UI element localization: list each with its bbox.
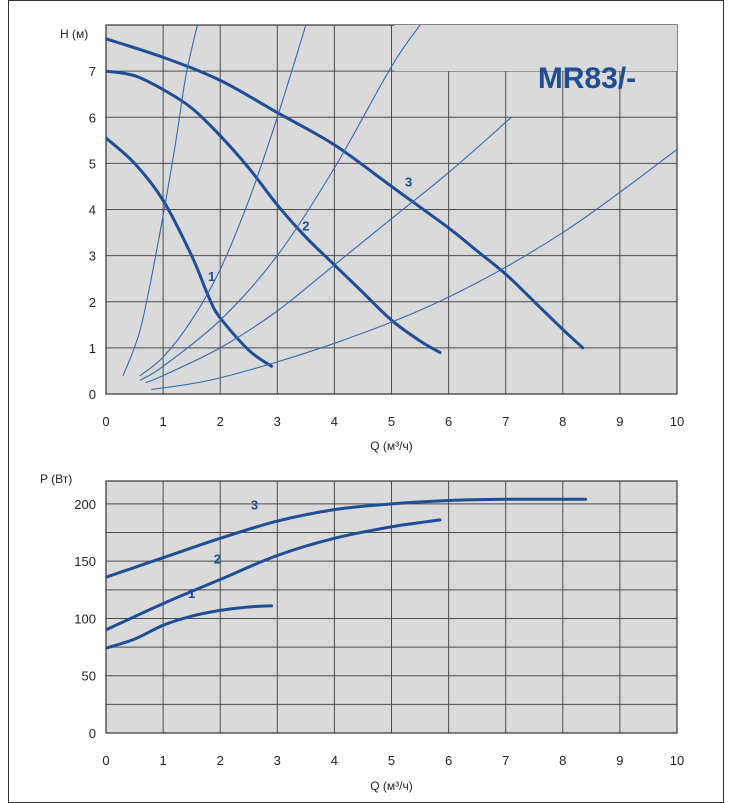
x-tick-label: 3 [274, 414, 281, 429]
x-tick-label: 1 [159, 753, 166, 768]
y-tick-label: 3 [89, 249, 96, 264]
x-tick-label: 6 [445, 414, 452, 429]
system-curve-line [139, 25, 307, 377]
pump-curve-line-3 [106, 497, 588, 579]
x-tick-label: 5 [388, 753, 395, 768]
x-tick-label: 0 [102, 414, 109, 429]
curves [106, 497, 588, 650]
pump-curve-line-3 [106, 37, 585, 350]
y-tick-label: 7 [89, 64, 96, 79]
x-tick-label: 6 [445, 753, 452, 768]
curve-label-1: 1 [208, 269, 215, 284]
curve-label-2: 2 [302, 218, 309, 233]
x-tick-label: 4 [331, 414, 338, 429]
pump-curve-line-2 [106, 69, 442, 354]
y-tick-label: 4 [89, 203, 96, 218]
y-tick-label: 50 [82, 669, 96, 684]
y-tick-label: 0 [89, 726, 96, 741]
system-curve-line [139, 25, 421, 381]
system-curve-line [145, 116, 512, 384]
x-tick-label: 1 [159, 414, 166, 429]
head-chart: MR83/- 0 1 2 3 4 5 6 7 8 9 10 0 1 2 3 4 5 6 7 H (м) Q (м³/ч) 1… [60, 24, 684, 453]
x-tick-label: 7 [502, 753, 509, 768]
system-curve-line [151, 148, 677, 390]
x-tick-label: 10 [670, 414, 684, 429]
y-tick-label: 100 [74, 611, 96, 626]
y-tick-label: 150 [74, 554, 96, 569]
x-tick-label: 8 [559, 414, 566, 429]
x-tick-label: 7 [502, 414, 509, 429]
pump-curve-line-2 [106, 518, 442, 632]
x-tick-label: 4 [331, 753, 338, 768]
y-tick-label: 2 [89, 295, 96, 310]
curve-label-2: 2 [214, 551, 221, 566]
chart-title: MR83/- [538, 62, 636, 95]
x-tick-label: 8 [559, 753, 566, 768]
y-tick-label: 1 [89, 341, 96, 356]
y-axis-label: P (Вт) [40, 472, 72, 486]
curve-label-3: 3 [251, 498, 258, 513]
x-tick-label: 3 [274, 753, 281, 768]
x-tick-label: 10 [670, 753, 684, 768]
y-tick-label: 6 [89, 110, 96, 125]
title-box [394, 25, 677, 72]
y-tick-label: 200 [74, 497, 96, 512]
system-curve-line [122, 25, 198, 377]
plot-border [105, 480, 678, 734]
x-axis-label: Q (м³/ч) [370, 439, 413, 453]
pump-curve-line-1 [106, 604, 274, 650]
plot-border [105, 24, 678, 395]
grid [106, 25, 677, 394]
y-tick-label: 5 [89, 156, 96, 171]
grid [106, 481, 677, 733]
x-tick-label: 9 [616, 414, 623, 429]
x-tick-label: 2 [217, 753, 224, 768]
x-tick-label: 2 [217, 414, 224, 429]
x-tick-label: 0 [102, 753, 109, 768]
curves [106, 25, 677, 390]
x-tick-label: 5 [388, 414, 395, 429]
curve-label-1: 1 [188, 586, 195, 601]
curve-label-3: 3 [405, 174, 412, 189]
pump-curve-line-1 [106, 136, 274, 368]
x-tick-label: 9 [616, 753, 623, 768]
x-axis-label: Q (м³/ч) [370, 779, 413, 793]
y-axis-label: H (м) [60, 27, 88, 41]
y-tick-label: 0 [89, 387, 96, 402]
